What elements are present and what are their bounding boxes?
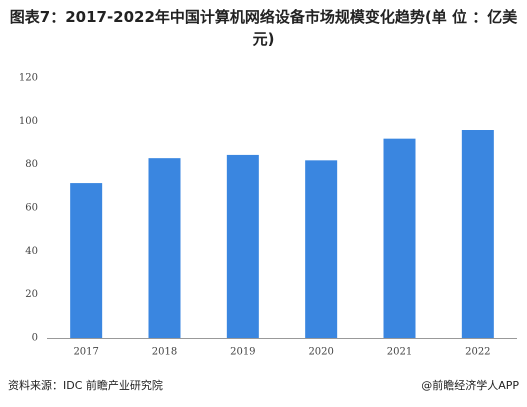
y-tick-label: 20 bbox=[25, 289, 38, 300]
y-tick-label: 80 bbox=[25, 159, 38, 170]
x-tick-label: 2022 bbox=[465, 347, 490, 358]
chart-title: 图表7：2017-2022年中国计算机网络设备市场规模变化趋势(单 位 ：亿美元… bbox=[9, 8, 518, 48]
bar bbox=[148, 158, 181, 338]
credit: @前瞻经济学人APP bbox=[421, 378, 519, 392]
bar bbox=[383, 138, 416, 338]
x-tick-label: 2021 bbox=[387, 347, 412, 358]
y-tick-label: 120 bbox=[19, 73, 38, 84]
x-tick-label: 2018 bbox=[152, 347, 177, 358]
y-tick-label: 40 bbox=[25, 246, 38, 257]
y-tick-label: 60 bbox=[25, 203, 38, 214]
source: 资料来源：IDC 前瞻产业研究院 bbox=[8, 378, 163, 392]
bar bbox=[305, 160, 338, 338]
bar bbox=[70, 183, 103, 338]
x-tick-label: 2017 bbox=[73, 347, 98, 358]
x-tick-label: 2020 bbox=[308, 347, 333, 358]
bar bbox=[226, 154, 259, 338]
y-tick-label: 0 bbox=[32, 333, 38, 344]
y-tick-label: 100 bbox=[19, 116, 38, 127]
bar bbox=[461, 130, 494, 338]
x-tick-label: 2019 bbox=[230, 347, 255, 358]
